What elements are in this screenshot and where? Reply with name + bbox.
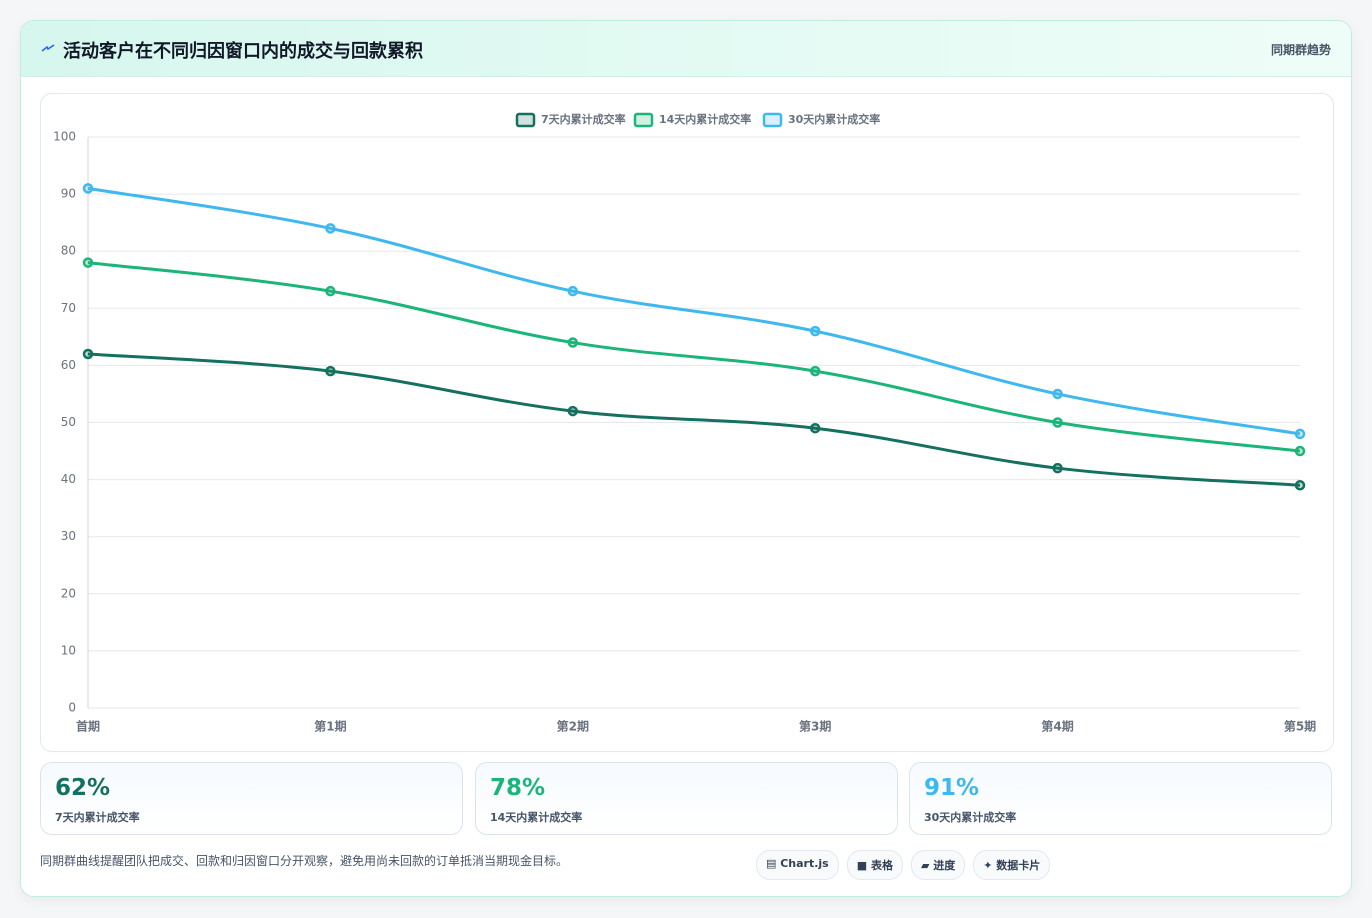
stat-value: 91% (924, 775, 980, 801)
button[interactable]: ■ 表格 (846, 850, 903, 880)
button[interactable]: ✦ 数据卡片 (973, 850, 1051, 880)
icon (41, 44, 55, 52)
chart-panel (40, 93, 1334, 752)
button[interactable]: ▰ 进度 (910, 850, 966, 880)
stat-label: 30天内累计成交率 (924, 811, 1017, 824)
stat-label: 7天内累计成交率 (55, 811, 140, 824)
title: 活动客户在不同归因窗口内的成交与回款累积 (63, 41, 423, 62)
footer-note: 同期群曲线提醒团队把成交、回款和归因窗口分开观察，避免用尚未回款的订单抵消当期现… (40, 854, 569, 868)
stat-card: 62% 7天内累计成交率 (40, 762, 463, 835)
button-row: ▤ Chart.js ■ 表格 ▰ 进度 ✦ 数据卡片 (756, 850, 1051, 880)
stat-label: 14天内累计成交率 (490, 811, 583, 824)
stat-card: 91% 30天内累计成交率 (909, 762, 1332, 835)
stat-card: 78% 14天内累计成交率 (475, 762, 898, 835)
header: 活动客户在不同归因窗口内的成交与回款累积 同期群趋势 (21, 21, 1351, 77)
stat-value: 78% (490, 775, 546, 801)
card: 活动客户在不同归因窗口内的成交与回款累积 同期群趋势 62% 7天内累计成交率 … (20, 20, 1352, 897)
stat-value: 62% (55, 775, 111, 801)
header-tag: 同期群趋势 (1270, 43, 1331, 57)
button[interactable]: ▤ Chart.js (756, 850, 839, 880)
